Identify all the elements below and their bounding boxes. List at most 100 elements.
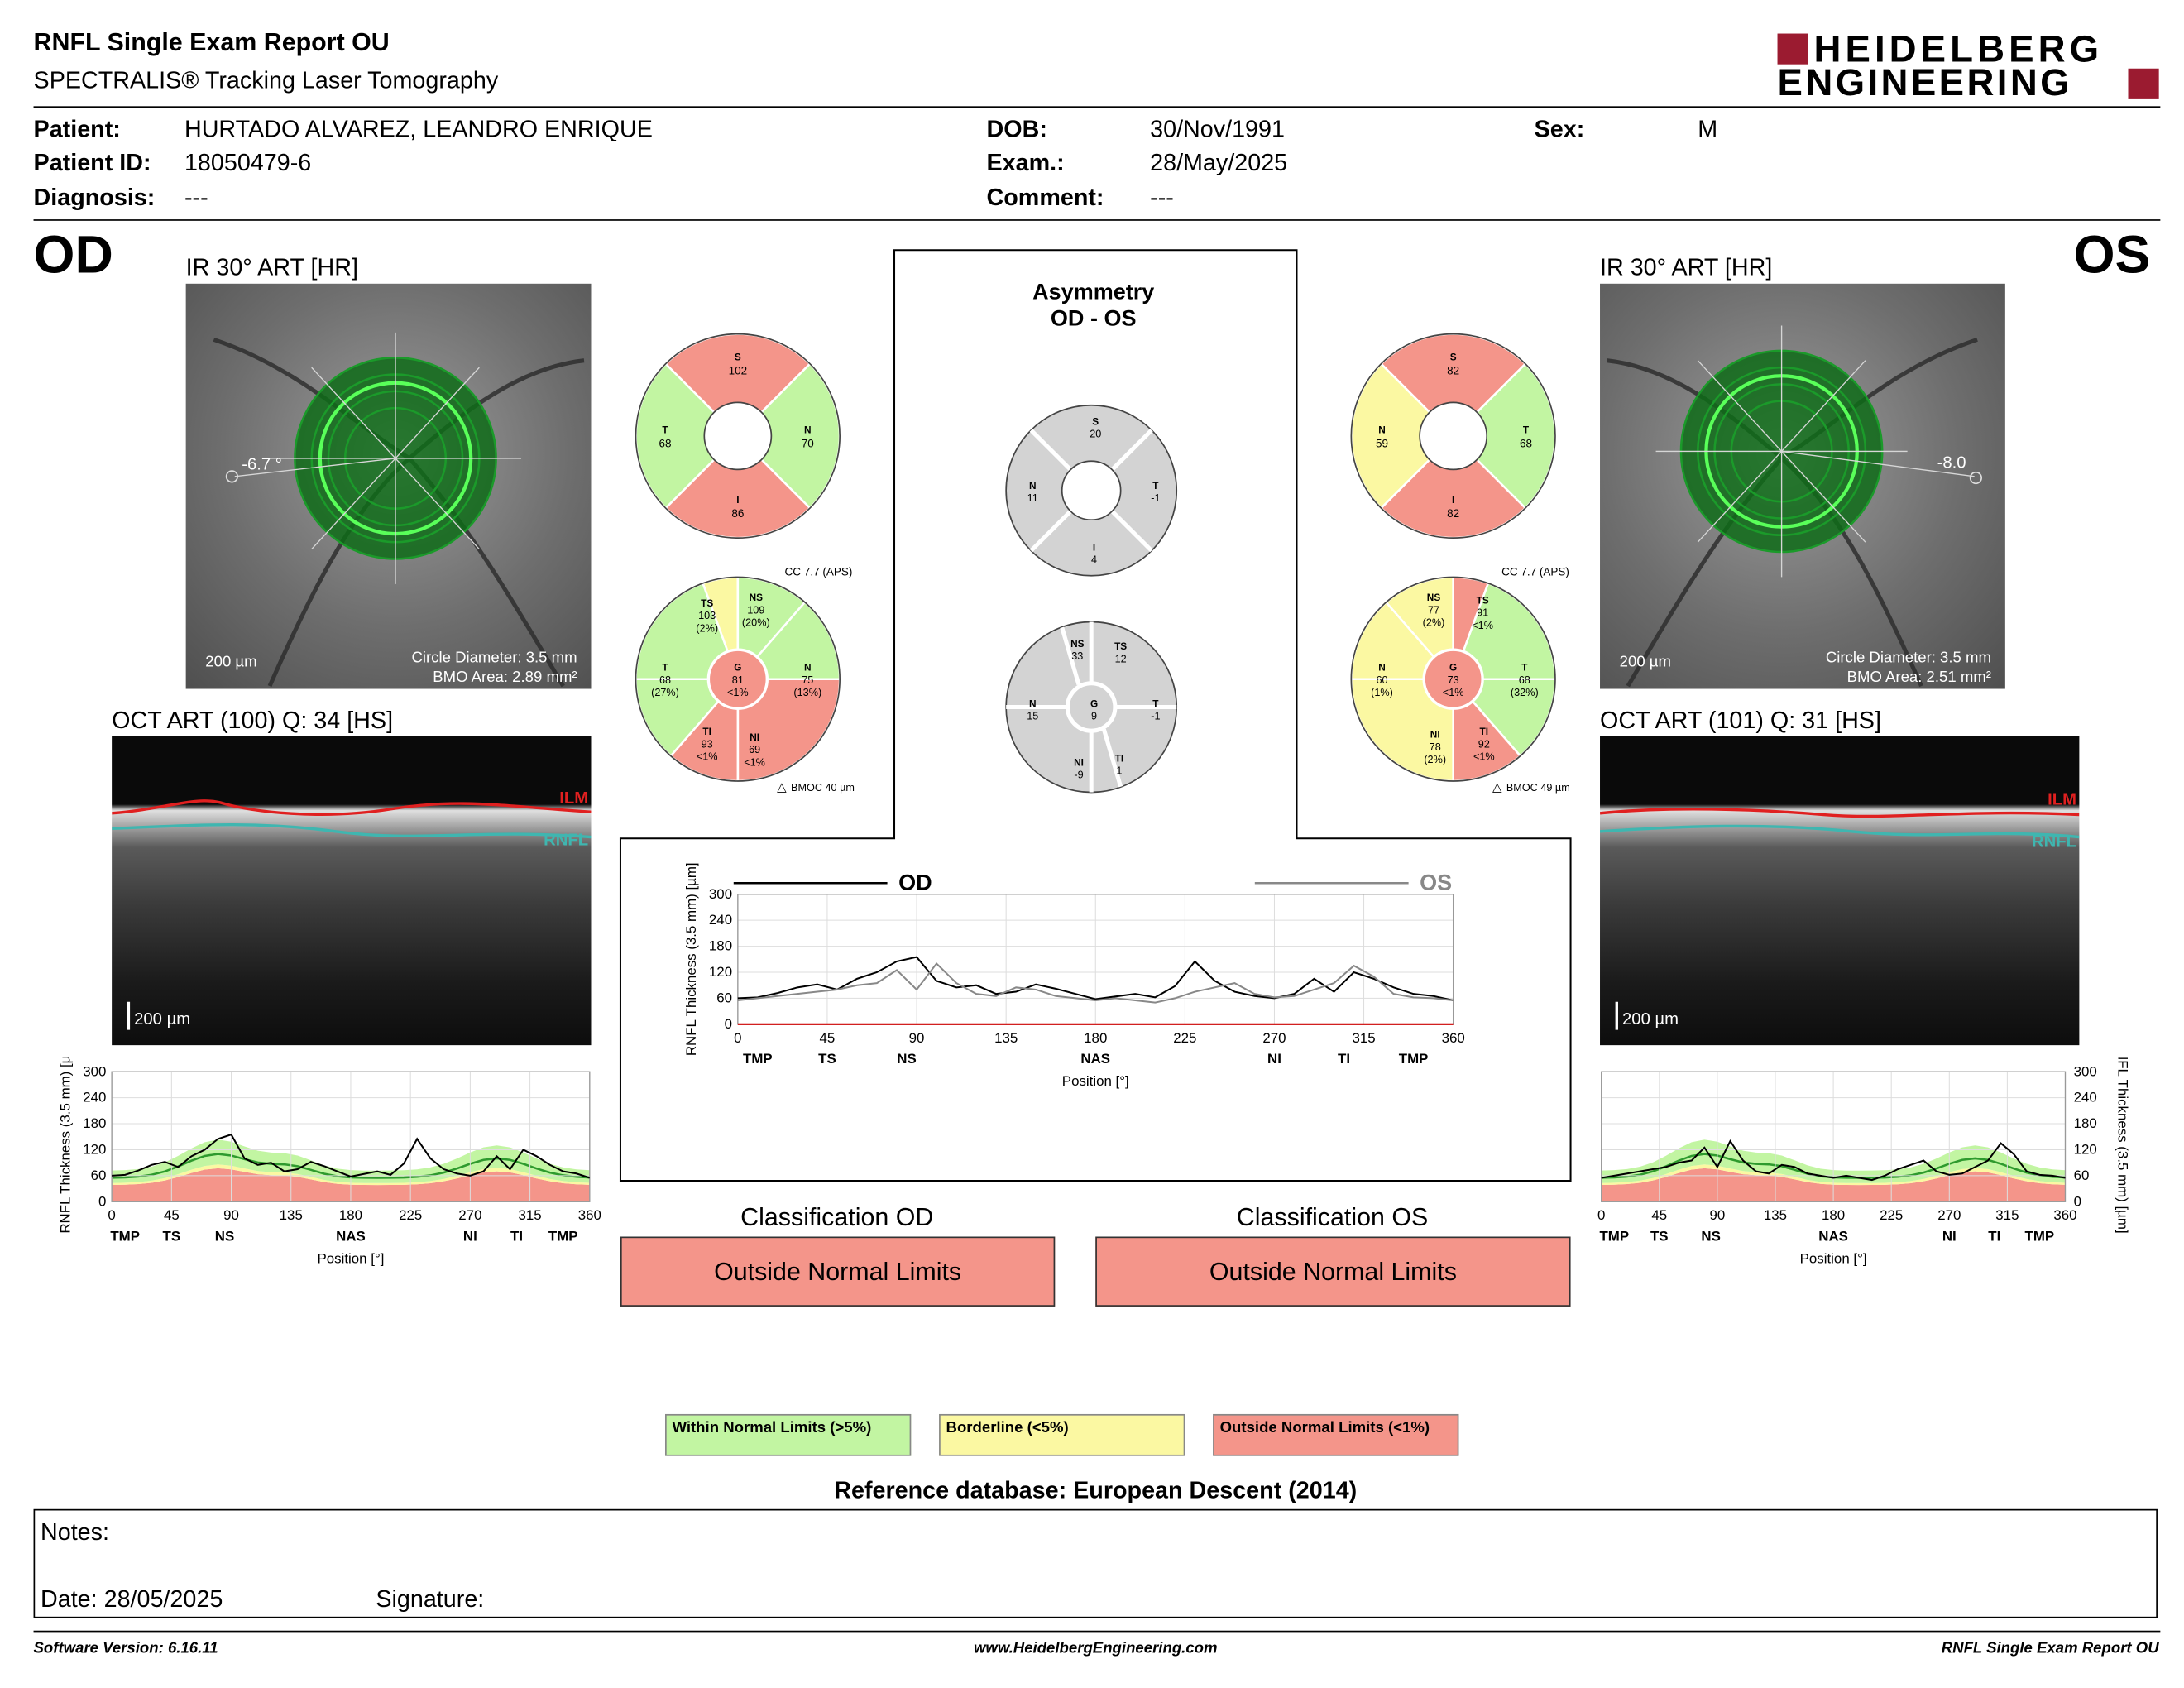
asym-quad-s: 20	[1090, 429, 1101, 440]
svg-text:S: S	[735, 352, 741, 363]
x-axis-label: Position [°]	[1062, 1073, 1129, 1089]
asym-title-2: OD - OS	[1050, 307, 1137, 332]
svg-text:NS: NS	[750, 592, 764, 603]
od-oct-bscan: ILM RNFL 200 µm	[112, 736, 592, 1046]
os-sec-n-val: 60	[1376, 674, 1387, 686]
os-sec-g-val: 73	[1448, 674, 1459, 686]
patient-value: HURTADO ALVAREZ, LEANDRO ENRIQUE	[184, 116, 653, 143]
y-tick-label: 0	[98, 1193, 106, 1209]
svg-text:T: T	[1152, 480, 1159, 492]
sector-diagrams: S 102 T 68 N 70 I 86 CC 7.7 (APS) T S 103…	[635, 333, 1570, 794]
logo-line2: ENGINEERING	[1777, 61, 2072, 103]
legend-label-od: OD	[898, 870, 932, 895]
od-sec-ns-val: 109	[747, 604, 764, 616]
y-tick-label: 300	[2074, 1063, 2097, 1079]
x-tick-label: 360	[2053, 1207, 2076, 1223]
os-sec-ns-val: 77	[1428, 604, 1439, 616]
x-tick-label: 45	[820, 1030, 836, 1046]
y-tick-label: 240	[709, 912, 732, 928]
os-oct-caption: OCT ART (101) Q: 31 [HS]	[1600, 707, 1881, 734]
sector-label: TMP	[548, 1229, 578, 1244]
y-axis-label: RNFL Thickness (3.5 mm) [µm]	[57, 1057, 73, 1233]
reference-database: Reference database: European Descent (20…	[834, 1476, 1358, 1504]
x-tick-label: 135	[994, 1030, 1018, 1046]
sex-label: Sex:	[1534, 116, 1585, 143]
x-tick-label: 90	[1710, 1207, 1726, 1223]
legend-borderline: Borderline (<5%)	[939, 1413, 1185, 1456]
x-axis-label: Position [°]	[1800, 1251, 1867, 1267]
series-line-os	[737, 962, 1454, 1004]
os-sec-ti-pct: <1%	[1473, 751, 1495, 763]
od-sec-n-val: 75	[802, 674, 813, 686]
plot-frame	[1601, 1071, 2067, 1202]
os-oct-bscan: ILM RNFL 200 µm	[1600, 736, 2080, 1046]
os-quad-s: 82	[1447, 365, 1459, 377]
svg-text:△: △	[1492, 780, 1502, 794]
patient-id-label: Patient ID:	[33, 149, 151, 176]
od-bmoc: BMOC 40 µm	[791, 782, 855, 794]
svg-text:N: N	[1029, 480, 1037, 492]
footer-website[interactable]: www.HeidelbergEngineering.com	[973, 1640, 1218, 1657]
os-quadrant-chart: S 82 N 59 T 68 I 82	[1350, 333, 1557, 539]
legend-within: Within Normal Limits (>5%)	[665, 1413, 912, 1456]
sector-label: NS	[897, 1051, 916, 1067]
od-sec-ni-pct: <1%	[744, 756, 765, 768]
os-fundus-image: -8.0 200 µm Circle Diameter: 3.5 mm BMO …	[1600, 283, 2005, 689]
od-quad-t: 68	[659, 437, 671, 449]
sector-label: NAS	[1080, 1051, 1110, 1067]
svg-text:T: T	[662, 662, 668, 674]
od-circle-diameter: Circle Diameter: 3.5 mm	[411, 648, 577, 665]
od-sec-ts-val: 103	[698, 610, 716, 621]
x-tick-label: 180	[1822, 1207, 1845, 1223]
dob-value: 30/Nov/1991	[1150, 116, 1285, 143]
exam-label: Exam.:	[986, 149, 1065, 176]
report-title: RNFL Single Exam Report OU	[33, 27, 390, 56]
header-rule	[33, 106, 2161, 108]
footer-rule	[33, 1630, 2161, 1633]
sector-label: NI	[1267, 1051, 1281, 1067]
sector-label: NS	[1701, 1229, 1720, 1244]
od-sec-g-pct: <1%	[727, 687, 749, 698]
os-sec-ts-val: 91	[1477, 607, 1488, 619]
x-tick-label: 315	[519, 1207, 542, 1223]
os-quad-i: 82	[1447, 507, 1459, 520]
svg-text:N: N	[1029, 698, 1037, 709]
od-bmo-area: BMO Area: 2.89 mm²	[433, 668, 577, 685]
od-quad-n: 70	[802, 437, 814, 449]
y-axis-label: RNFL Thickness (3.5 mm) [µm]	[2115, 1057, 2131, 1233]
svg-text:TI: TI	[1115, 752, 1124, 764]
svg-text:G: G	[1090, 698, 1098, 709]
svg-text:T: T	[1521, 662, 1528, 674]
od-sec-g-val: 81	[732, 674, 744, 686]
series-line-od	[112, 1133, 591, 1179]
od-quadrant-chart: S 102 T 68 N 70 I 86	[635, 333, 841, 539]
x-tick-label: 180	[1084, 1030, 1107, 1046]
comment-value: ---	[1150, 184, 1174, 211]
dob-label: DOB:	[986, 116, 1047, 143]
od-rnfl-label: RNFL	[544, 832, 588, 850]
x-tick-label: 360	[1442, 1030, 1465, 1046]
svg-text:T: T	[1152, 698, 1159, 709]
svg-text:NS: NS	[1070, 638, 1085, 650]
x-tick-label: 270	[458, 1207, 481, 1223]
y-tick-label: 60	[716, 990, 732, 1005]
asym-sec-n: 15	[1027, 711, 1038, 722]
os-cc: CC 7.7 (APS)	[1502, 566, 1569, 578]
x-tick-label: 45	[1651, 1207, 1667, 1223]
classification-os-title: Classification OS	[1236, 1202, 1429, 1231]
x-tick-label: 0	[734, 1030, 741, 1046]
x-tick-label: 0	[108, 1207, 115, 1223]
asym-quad-t: -1	[1151, 492, 1160, 504]
y-tick-label: 180	[709, 938, 732, 954]
os-rnfl-label: RNFL	[2032, 832, 2076, 851]
y-tick-label: 120	[83, 1142, 106, 1158]
os-sec-t-pct: (32%)	[1511, 687, 1539, 698]
os-quad-n: 59	[1376, 437, 1388, 449]
os-angle-text: -8.0	[1937, 454, 1966, 472]
plot-frame	[111, 1071, 591, 1202]
x-tick-label: 135	[280, 1207, 303, 1223]
od-sec-ns-pct: (20%)	[742, 617, 770, 629]
asym-quad-i: 4	[1091, 554, 1097, 566]
svg-text:I: I	[1093, 541, 1095, 553]
svg-text:S: S	[1450, 352, 1457, 363]
